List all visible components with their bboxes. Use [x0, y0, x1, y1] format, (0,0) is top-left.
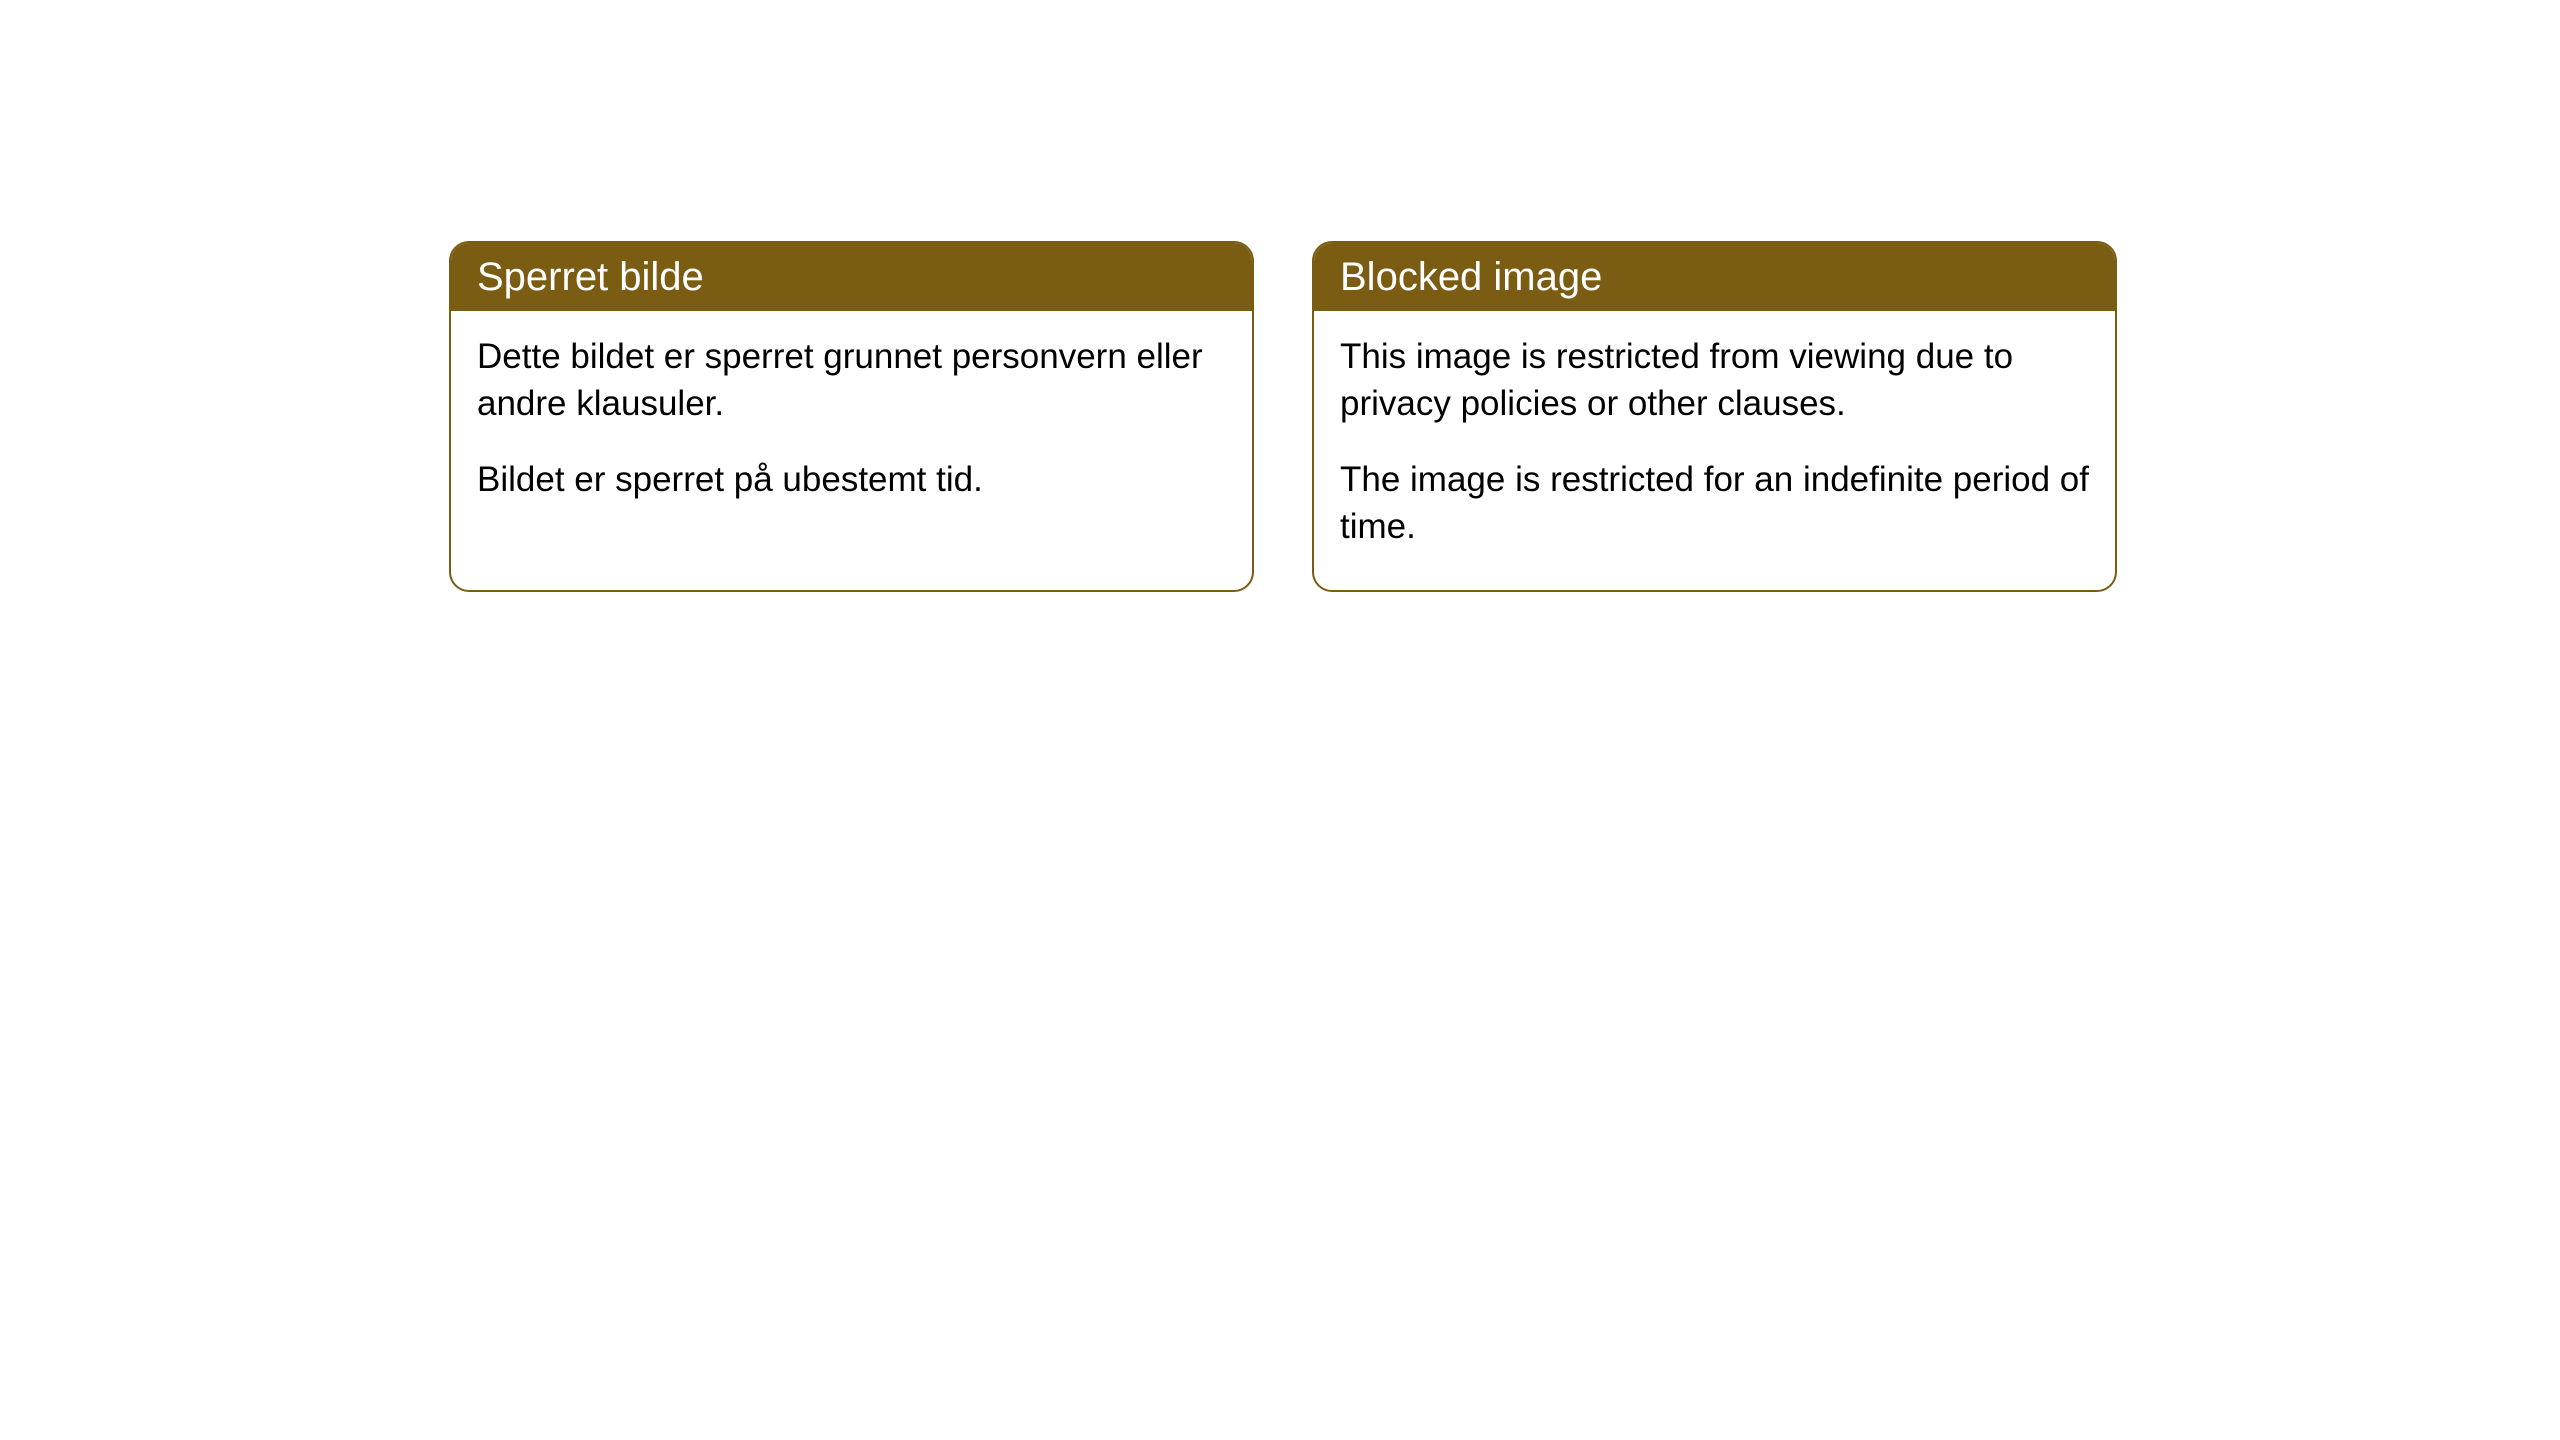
card-body: Dette bildet er sperret grunnet personve…: [451, 311, 1252, 543]
notice-card-english: Blocked image This image is restricted f…: [1312, 241, 2117, 592]
card-paragraph: The image is restricted for an indefinit…: [1340, 456, 2089, 551]
card-body: This image is restricted from viewing du…: [1314, 311, 2115, 590]
notice-cards-container: Sperret bilde Dette bildet er sperret gr…: [449, 241, 2560, 592]
card-paragraph: Dette bildet er sperret grunnet personve…: [477, 333, 1226, 428]
notice-card-norwegian: Sperret bilde Dette bildet er sperret gr…: [449, 241, 1254, 592]
card-title: Blocked image: [1340, 255, 1602, 299]
card-title: Sperret bilde: [477, 255, 704, 299]
card-header: Sperret bilde: [451, 243, 1252, 311]
card-header: Blocked image: [1314, 243, 2115, 311]
card-paragraph: Bildet er sperret på ubestemt tid.: [477, 456, 1226, 503]
card-paragraph: This image is restricted from viewing du…: [1340, 333, 2089, 428]
